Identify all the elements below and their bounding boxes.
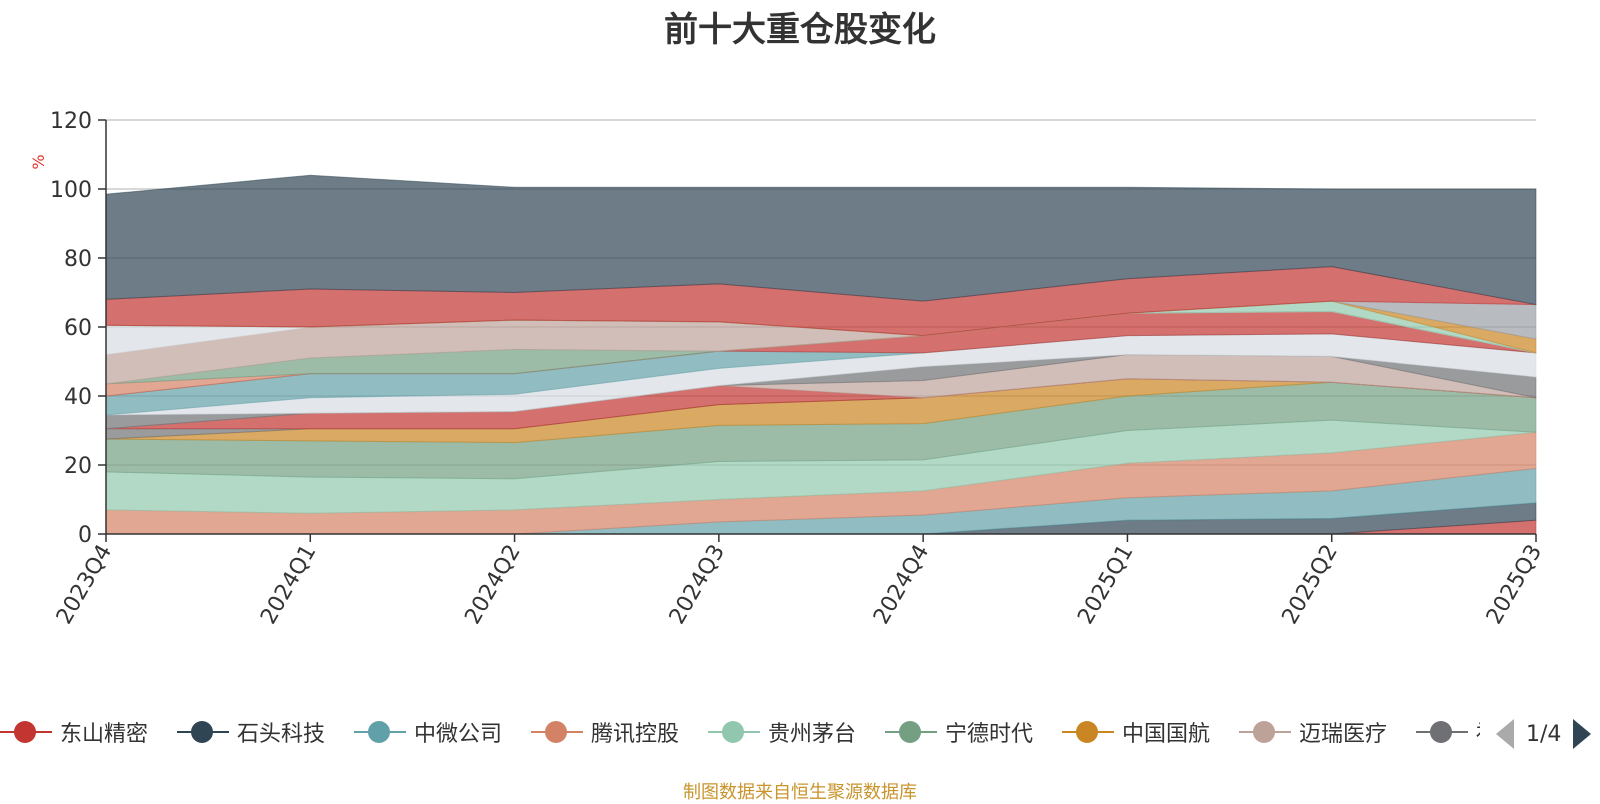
legend-marker-icon [0, 718, 52, 746]
source-note: 制图数据来自恒生聚源数据库 [683, 782, 917, 803]
legend-label: 东山精密 [60, 722, 149, 747]
legend-marker-icon [1416, 718, 1468, 746]
legend-label: 福 [1476, 716, 1480, 748]
area-series[interactable] [105, 174, 1537, 306]
y-tick-label: 40 [64, 385, 92, 410]
y-tick-label: 20 [64, 454, 92, 479]
x-tick-label: 2025Q2 [1278, 541, 1343, 629]
legend-item[interactable]: 贵州茅台 [708, 712, 856, 752]
y-tick-label: 0 [78, 523, 92, 548]
chart-title: 前十大重仓股变化 [664, 10, 936, 50]
legend-item[interactable]: 迈瑞医疗 [1239, 712, 1387, 752]
x-tick-label: 2024Q2 [460, 541, 525, 629]
legend-label: 中国国航 [1122, 722, 1211, 747]
legend-page-indicator: 1/4 [1526, 721, 1562, 747]
legend: 东山精密 石头科技 中微公司 腾讯控股 贵州茅台 宁德时代 中国国航 迈瑞医疗 福 [0, 712, 1480, 752]
legend-marker-icon [708, 718, 760, 746]
x-tick-label: 2024Q4 [869, 541, 934, 629]
legend-marker-icon [177, 718, 229, 746]
x-tick-label: 2023Q4 [52, 541, 117, 629]
stacked-area-chart: 0 20 40 60 80 100 120 2023Q4 2024Q1 2024Q2 2024Q3 2… [29, 109, 1547, 629]
legend-item[interactable]: 东山精密 [0, 712, 148, 752]
y-tick-label: 100 [50, 178, 92, 203]
legend-item[interactable]: 中国国航 [1062, 712, 1210, 752]
y-tick-label: 120 [50, 109, 92, 134]
x-tick-label: 2025Q3 [1482, 541, 1547, 629]
legend-item[interactable]: 福 [1416, 712, 1480, 752]
legend-next-page-icon[interactable] [1573, 719, 1592, 749]
y-tick-label: 60 [64, 316, 92, 341]
legend-item[interactable]: 宁德时代 [885, 712, 1033, 752]
legend-label: 贵州茅台 [768, 722, 857, 747]
legend-item[interactable]: 腾讯控股 [531, 712, 679, 752]
y-axis-label: % [29, 154, 48, 169]
x-tick-label: 2024Q1 [256, 541, 321, 629]
legend-pager: 1/4 [1496, 718, 1592, 750]
legend-item[interactable]: 中微公司 [354, 712, 502, 752]
legend-prev-page-icon[interactable] [1496, 719, 1514, 749]
legend-marker-icon [531, 718, 583, 746]
legend-label: 中微公司 [414, 722, 503, 747]
legend-marker-icon [885, 718, 937, 746]
legend-marker-icon [1239, 718, 1291, 746]
y-tick-label: 80 [64, 247, 92, 272]
legend-marker-icon [354, 718, 406, 746]
legend-label: 腾讯控股 [591, 722, 680, 747]
legend-label: 石头科技 [237, 722, 326, 747]
x-tick-label: 2025Q1 [1073, 541, 1138, 629]
area-series-group [105, 174, 1537, 535]
legend-item[interactable]: 石头科技 [177, 712, 325, 752]
legend-label: 迈瑞医疗 [1299, 722, 1388, 747]
legend-label: 宁德时代 [945, 722, 1034, 747]
legend-marker-icon [1062, 718, 1114, 746]
x-tick-label: 2024Q3 [665, 541, 730, 629]
